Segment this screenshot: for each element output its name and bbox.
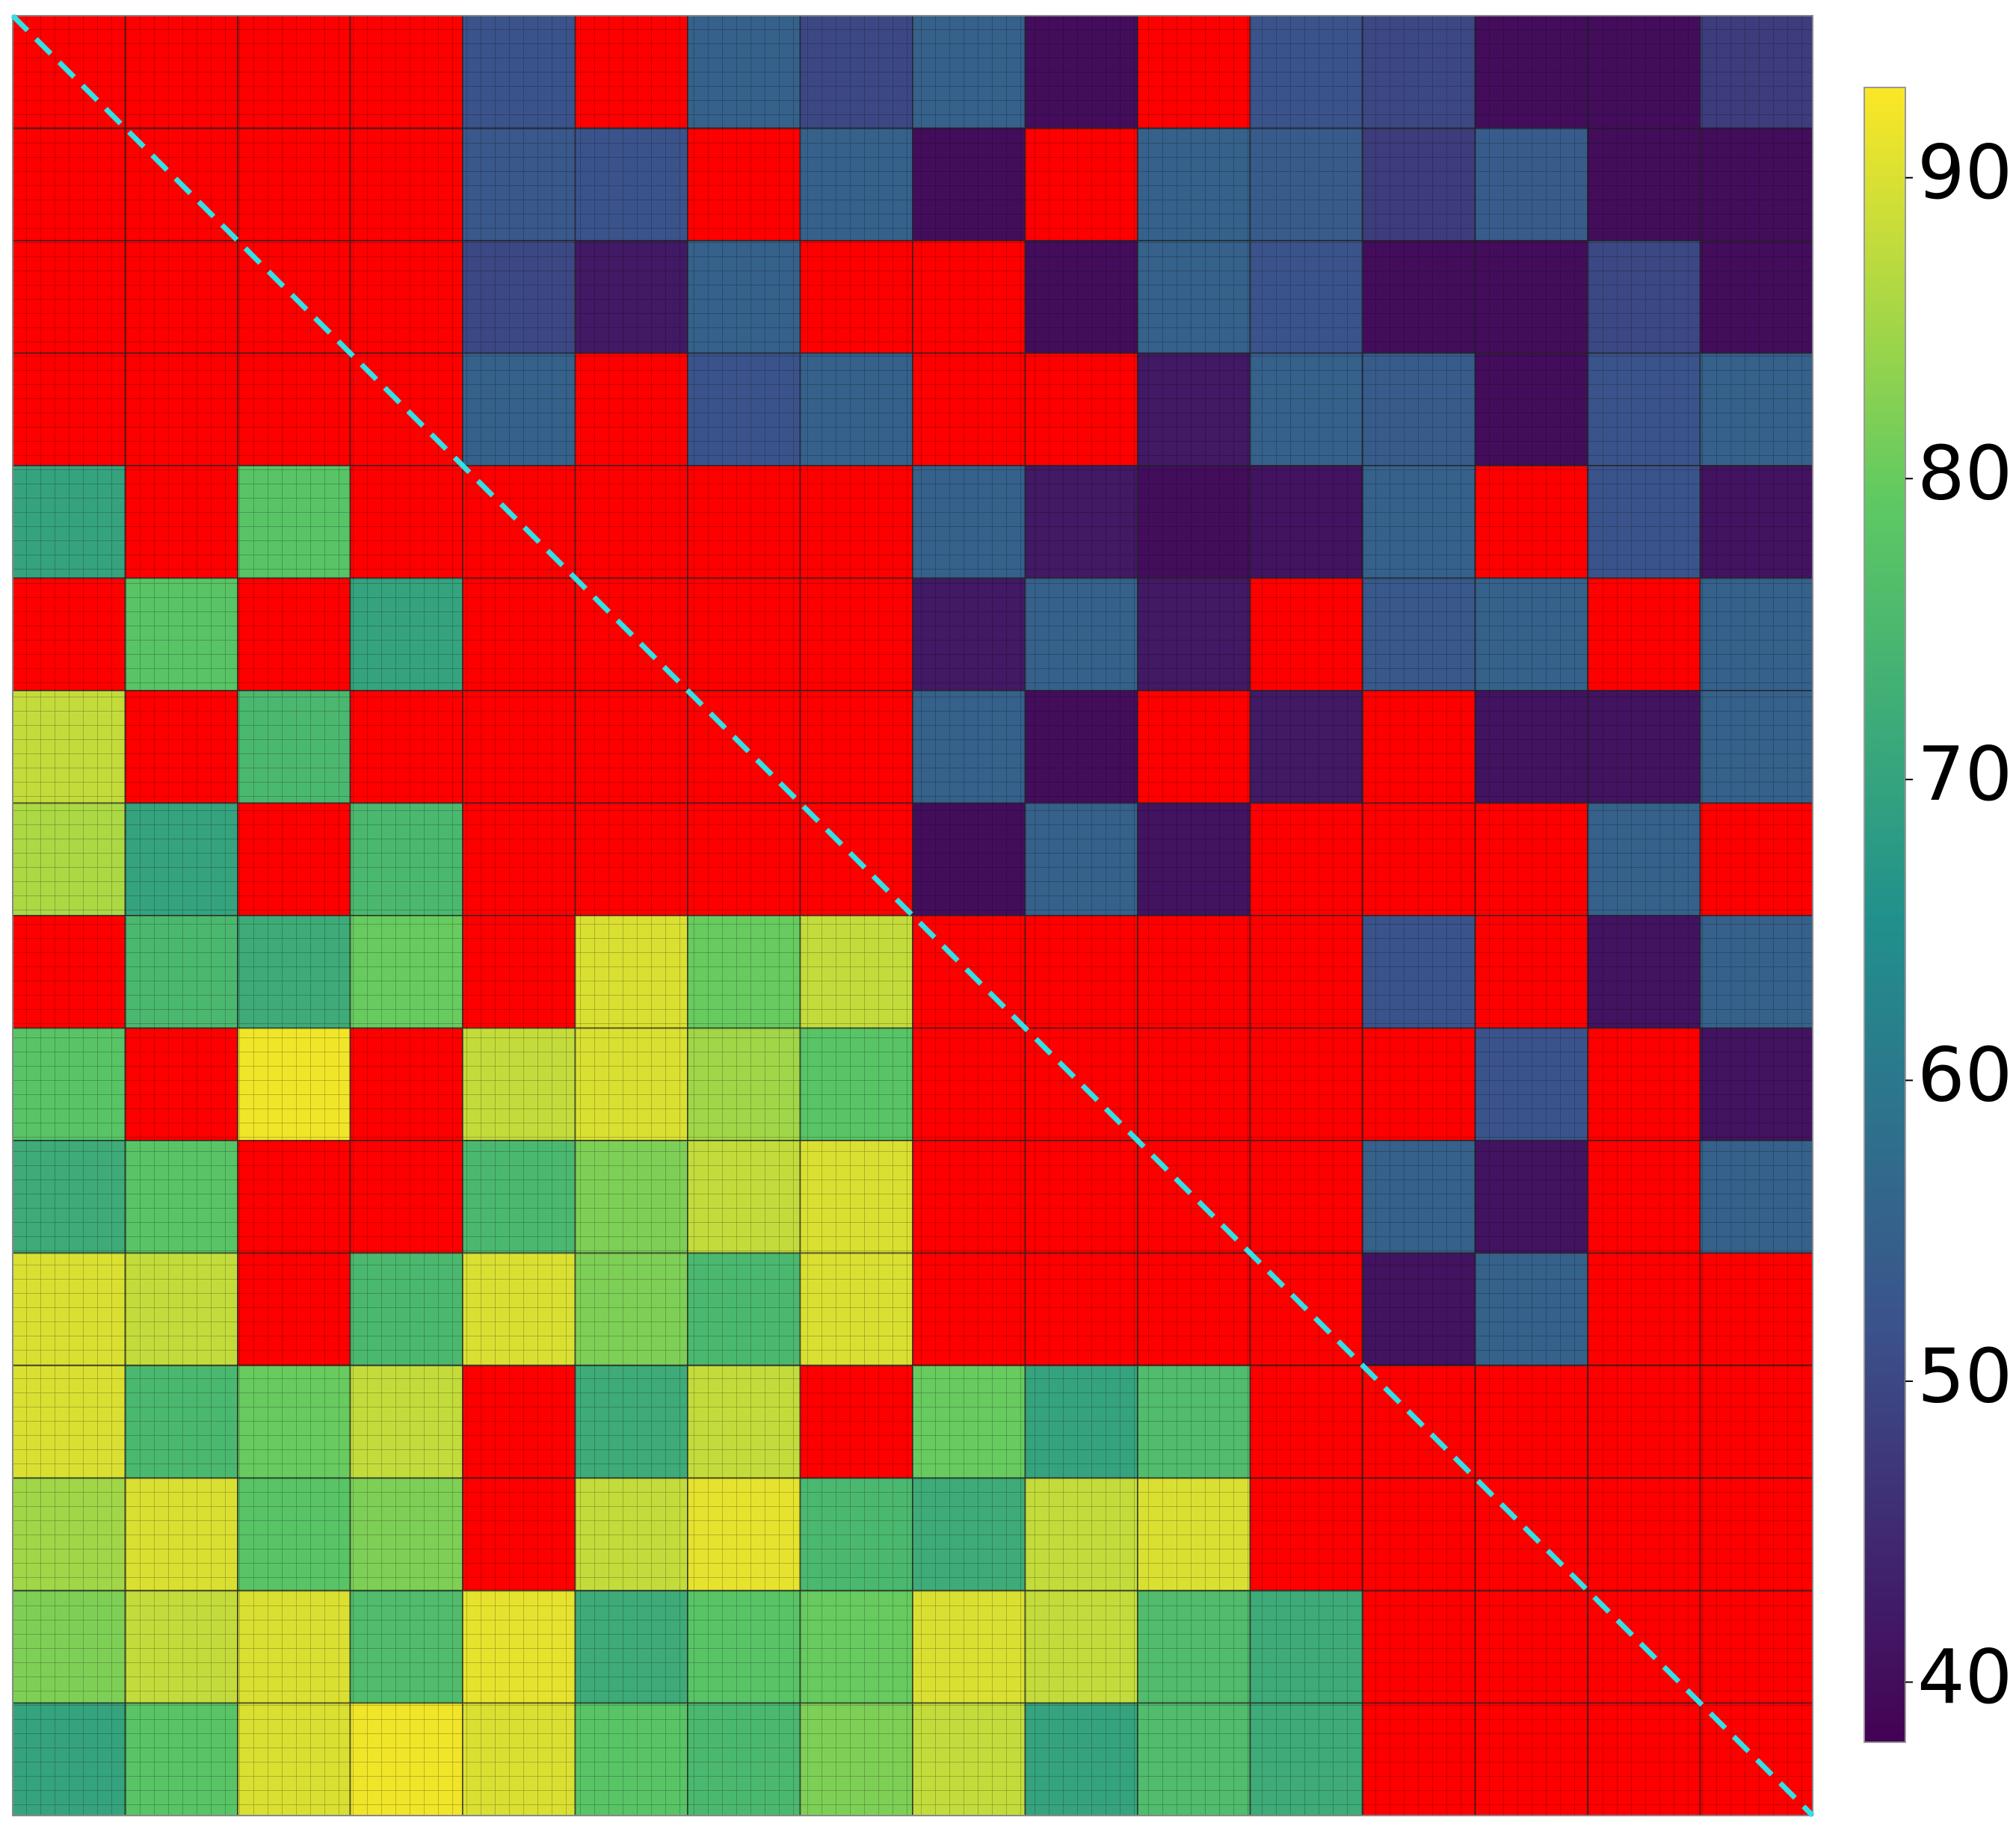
colorbar-tick-label: 60 [1917, 1031, 2012, 1119]
colorbar [1864, 87, 1906, 1743]
colorbar-tick-label: 80 [1917, 430, 2012, 517]
matrix-frame [12, 15, 1813, 1816]
colorbar-tick-label: 40 [1917, 1633, 2012, 1721]
colorbar-tick-label: 70 [1917, 730, 2012, 818]
diagonal [10, 13, 1815, 1818]
colorbar-tick-label: 90 [1917, 129, 2012, 216]
colorbar-tick-label: 50 [1917, 1332, 2012, 1419]
